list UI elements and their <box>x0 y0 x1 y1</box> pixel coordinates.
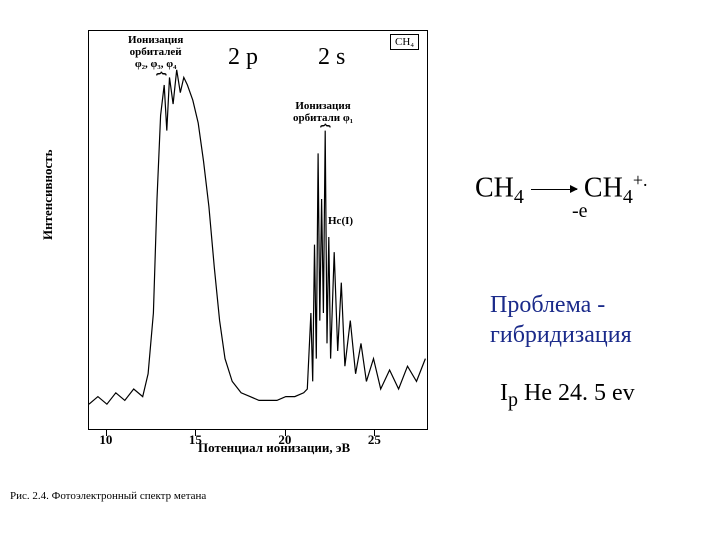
problem-text: Проблема - гибридизация <box>490 290 632 350</box>
ip-helium: Ip He 24. 5 ev <box>500 380 635 412</box>
plot-box <box>88 30 428 430</box>
y-axis-label: Интенсивность <box>40 149 56 240</box>
label-2p: 2 p <box>228 44 258 71</box>
arrow-icon <box>531 189 577 190</box>
x-tick-label: 25 <box>368 432 381 448</box>
brace-right: ⏞ <box>320 124 331 145</box>
he-line-label: Hc(I) <box>328 215 353 227</box>
ionization-equation: CH4 CH4+. <box>475 170 647 209</box>
minus-e-label: -e <box>572 200 588 223</box>
label-2s: 2 s <box>318 44 345 71</box>
x-tick-label: 10 <box>99 432 112 448</box>
figure-caption: Рис. 2.4. Фотоэлектронный спектр метана <box>10 490 206 502</box>
x-axis-label: Потенциал ионизации, эВ <box>198 440 350 456</box>
molecule-box: CH₄ <box>390 34 419 50</box>
ionization-label-left: Ионизация орбиталей φ₂, φ₃, φ₄ <box>128 34 183 70</box>
ionization-label-right: Ионизация орбитали φ₁ <box>293 100 353 124</box>
brace-left: ⏞ <box>156 72 167 93</box>
spectrum-chart: Интенсивность CH₄ Ионизация орбиталей φ₂… <box>48 20 448 470</box>
spectrum-line <box>89 31 429 431</box>
